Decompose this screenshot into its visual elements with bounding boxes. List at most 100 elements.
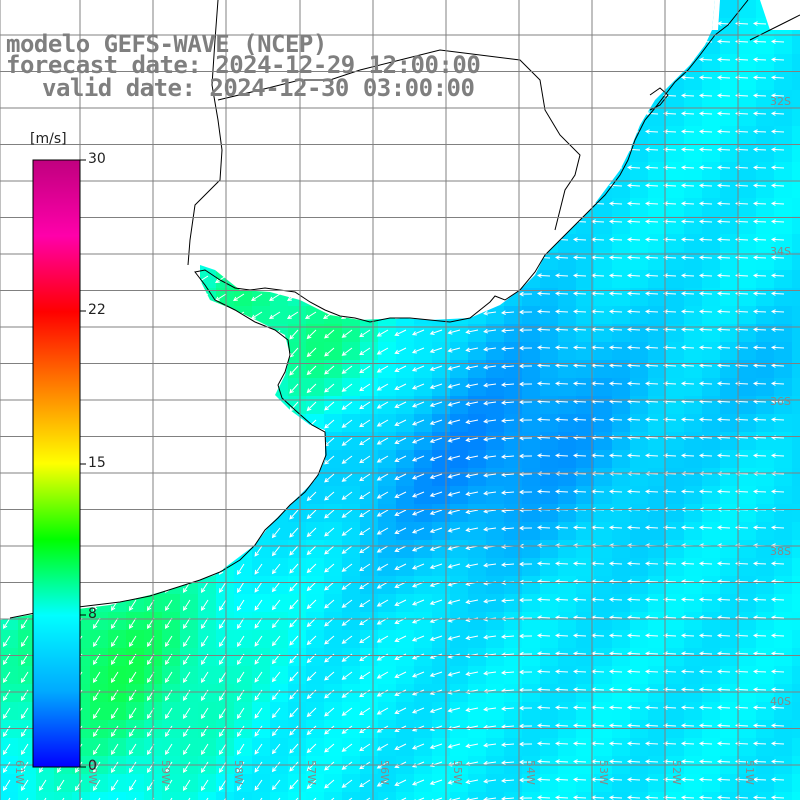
- wind-arrow: [394, 509, 407, 516]
- colorbar-tick-22: 22: [88, 302, 106, 318]
- wind-speed-cell: [684, 306, 703, 325]
- wind-speed-cell: [396, 558, 415, 577]
- wind-speed-cell: [720, 378, 739, 397]
- wind-arrow: [680, 777, 695, 782]
- wind-speed-cell: [738, 288, 757, 307]
- wind-arrow: [306, 743, 317, 754]
- wind-speed-cell: [630, 414, 649, 433]
- wind-speed-cell: [324, 684, 343, 703]
- wind-arrow: [662, 291, 677, 296]
- wind-speed-cell: [504, 414, 523, 433]
- wind-speed-cell: [756, 234, 775, 253]
- wind-speed-cell: [540, 342, 559, 361]
- wind-arrow: [662, 489, 677, 494]
- wind-arrow: [680, 75, 695, 80]
- wind-arrow: [572, 561, 587, 566]
- wind-arrow: [129, 617, 137, 630]
- wind-arrow: [359, 401, 371, 410]
- wind-arrow: [536, 327, 551, 332]
- wind-speed-cell: [162, 666, 181, 685]
- wind-arrow: [554, 759, 569, 764]
- wind-speed-cell: [684, 468, 703, 487]
- wind-speed-cell: [756, 774, 775, 793]
- wind-arrow: [324, 563, 335, 573]
- wind-arrow: [324, 581, 335, 591]
- wind-arrow: [394, 347, 407, 354]
- wind-speed-cell: [504, 666, 523, 685]
- wind-speed-cell: [108, 720, 127, 739]
- wind-speed-cell: [396, 360, 415, 379]
- wind-speed-cell: [324, 702, 343, 721]
- wind-speed-cell: [504, 702, 523, 721]
- wind-speed-cell: [774, 792, 793, 800]
- wind-speed-cell: [774, 630, 793, 649]
- wind-arrow: [608, 201, 623, 206]
- wind-speed-cell: [792, 234, 800, 253]
- wind-speed-cell: [684, 396, 703, 415]
- wind-speed-cell: [414, 648, 433, 667]
- wind-arrow: [165, 725, 173, 738]
- wind-speed-cell: [720, 720, 739, 739]
- wind-arrow: [518, 525, 533, 531]
- wind-speed-cell: [324, 540, 343, 559]
- wind-arrow: [289, 527, 299, 538]
- wind-arrow: [271, 617, 281, 629]
- wind-speed-cell: [756, 738, 775, 757]
- wind-arrow: [219, 761, 227, 774]
- wind-arrow: [608, 219, 623, 224]
- wind-arrow: [626, 741, 641, 746]
- wind-speed-cell: [306, 504, 325, 523]
- wind-speed-cell: [306, 684, 325, 703]
- wind-arrow: [716, 327, 731, 332]
- wind-speed-cell: [684, 540, 703, 559]
- wind-speed-cell: [450, 612, 469, 631]
- wind-arrow: [518, 633, 533, 639]
- wind-speed-cell: [558, 414, 577, 433]
- wind-arrow: [219, 743, 227, 756]
- wind-arrow: [626, 777, 641, 782]
- wind-speed-cell: [450, 486, 469, 505]
- wind-arrow: [752, 291, 767, 296]
- wind-arrow: [716, 93, 731, 98]
- wind-speed-cell: [450, 792, 469, 800]
- wind-speed-cell: [252, 306, 271, 325]
- wind-speed-cell: [648, 558, 667, 577]
- wind-arrow: [572, 795, 587, 800]
- wind-arrow: [680, 201, 695, 206]
- wind-arrow: [271, 581, 281, 593]
- wind-speed-cell: [360, 738, 379, 757]
- wind-speed-cell: [612, 648, 631, 667]
- wind-arrow: [554, 651, 569, 656]
- wind-arrow: [518, 399, 533, 405]
- wind-speed-cell: [504, 720, 523, 739]
- wind-speed-cell: [504, 450, 523, 469]
- wind-speed-cell: [702, 468, 721, 487]
- wind-arrow: [483, 364, 497, 370]
- wind-speed-cell: [378, 648, 397, 667]
- wind-speed-cell: [450, 522, 469, 541]
- wind-arrow: [626, 669, 641, 674]
- wind-arrow: [716, 795, 731, 800]
- wind-arrow: [608, 525, 623, 530]
- wind-speed-cell: [414, 450, 433, 469]
- wind-speed-cell: [522, 468, 541, 487]
- wind-speed-cell: [594, 684, 613, 703]
- wind-speed-cell: [378, 720, 397, 739]
- wind-speed-cell: [234, 594, 253, 613]
- wind-arrow: [770, 525, 785, 530]
- wind-arrow: [376, 563, 389, 571]
- wind-speed-cell: [324, 648, 343, 667]
- wind-arrow: [306, 779, 317, 790]
- wind-arrow: [57, 779, 65, 792]
- wind-speed-cell: [666, 612, 685, 631]
- wind-arrow: [465, 527, 479, 533]
- wind-arrow: [644, 327, 659, 332]
- wind-arrow: [359, 473, 371, 482]
- wind-arrow: [770, 39, 785, 44]
- wind-speed-cell: [324, 612, 343, 631]
- wind-arrow: [411, 401, 425, 408]
- wind-speed-cell: [306, 522, 325, 541]
- wind-arrow: [411, 545, 425, 552]
- wind-speed-cell: [522, 432, 541, 451]
- wind-arrow: [680, 651, 695, 656]
